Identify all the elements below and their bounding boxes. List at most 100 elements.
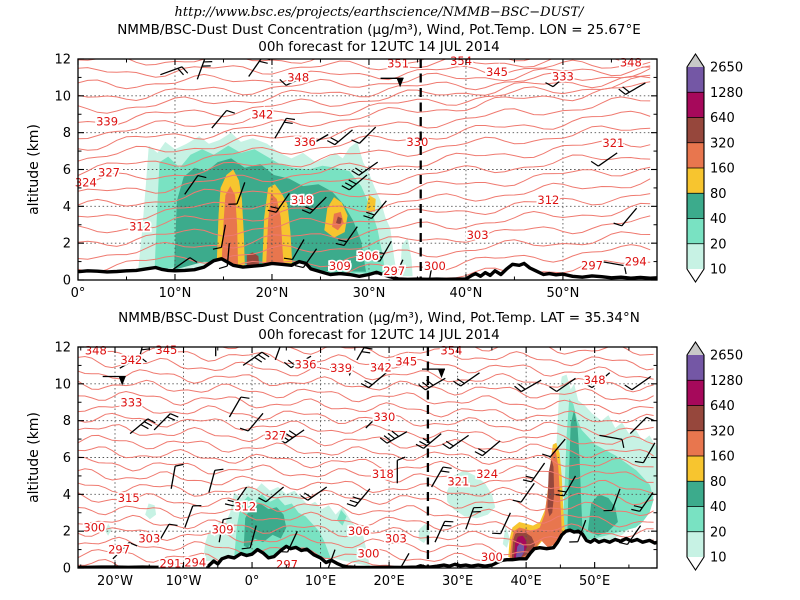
x-tick-label: 30°E (442, 574, 473, 589)
pot-temp-label-294K: 294 (625, 255, 647, 269)
panel2-title: NMMB/BSC-Dust Dust Concentration (μg/m³)… (118, 310, 640, 326)
colorbar-segment (687, 355, 704, 381)
pot-temp-contour-351K (78, 59, 651, 78)
wind-barb (279, 75, 308, 86)
pot-temp-label-300K: 300 (481, 550, 503, 564)
wind-barb (224, 486, 248, 507)
colorbar-tick-label: 1280 (710, 86, 743, 101)
x-tick-label: 50°N (547, 286, 580, 301)
pot-temp-contour-315K (78, 166, 651, 221)
pot-temp-label-306K: 306 (357, 249, 379, 263)
colorbar: 10 20 40 80 160 320 640 1280 2650 (686, 52, 743, 284)
dust-fill-40-ugm3 (243, 503, 287, 548)
pot-temp-label-297K: 297 (383, 264, 405, 278)
x-tick-label: 10°N (159, 286, 192, 301)
wind-barb (365, 411, 391, 429)
pot-temp-label-312K: 312 (129, 220, 151, 234)
y-tick-label: 6 (63, 163, 71, 178)
wind-barb (418, 377, 446, 391)
x-tick-label: 40°N (450, 286, 483, 301)
colorbar-tick-label: 2650 (710, 61, 743, 76)
pot-temp-label-339K: 339 (96, 115, 118, 129)
y-tick-label: 8 (63, 126, 71, 141)
y-axis-title: altitude (km) (26, 412, 42, 503)
pot-temp-label-303K: 303 (467, 228, 489, 242)
y-tick-label: 12 (54, 341, 71, 356)
pot-temp-contour-324K (78, 434, 654, 468)
pot-temp-contour-342K (78, 369, 654, 402)
wind-barb (112, 541, 138, 560)
wind-barb-pennant (438, 369, 445, 379)
pot-temp-label-297K: 297 (276, 557, 298, 571)
y-tick-label: 2 (63, 237, 71, 252)
pot-temp-contour-291K (78, 558, 198, 568)
wind-barb (555, 475, 577, 497)
wind-barb (351, 161, 379, 176)
colorbar-tick-label: 160 (710, 450, 735, 465)
pot-temp-contour-297K (232, 244, 651, 280)
pot-temp-label-333K: 333 (552, 70, 574, 84)
colorbar-tick-label: 40 (710, 212, 727, 227)
wind-barb (514, 379, 542, 393)
source-url: http://www.bsc.es/projects/earthscience/… (174, 5, 584, 20)
pot-temp-contour-342K (78, 68, 651, 114)
wind-barb (208, 468, 224, 493)
y-tick-label: 8 (63, 414, 71, 429)
wind-barb (138, 347, 151, 360)
pot-temp-contour-318K (78, 456, 654, 495)
colorbar-segment (687, 531, 704, 557)
wind-barb (549, 377, 576, 393)
pot-temp-label-312K: 312 (537, 193, 559, 207)
pot-temp-label-309K: 309 (329, 259, 351, 273)
x-tick-label: 50°E (579, 574, 610, 589)
wind-barb (119, 356, 147, 369)
wind-barb (427, 265, 433, 280)
wind-barb (228, 182, 246, 205)
pot-temp-contour-339K (78, 379, 654, 415)
pot-temp-label-345K: 345 (486, 65, 508, 79)
pot-temp-label-345K: 345 (395, 355, 417, 369)
wind-barb (102, 375, 126, 386)
wind-barb (330, 366, 354, 377)
wind-barb (584, 372, 611, 389)
terrain-profile (78, 528, 657, 568)
x-tick-label: 40°E (510, 574, 541, 589)
pot-temp-contour-312K (78, 482, 654, 517)
wind-barb (211, 109, 235, 129)
pot-temp-contour-330K (78, 412, 654, 445)
colorbar-under-arrow (687, 269, 704, 282)
pot-temp-label-324K: 324 (75, 175, 97, 189)
pot-temp-label-318K: 318 (372, 467, 394, 481)
pot-temp-label-327K: 327 (264, 428, 286, 442)
wind-barb-pennant (118, 376, 126, 386)
pot-temp-label-348K: 348 (584, 373, 606, 387)
colorbar-segment (687, 243, 704, 269)
pot-temp-label-354K: 354 (450, 54, 472, 68)
colorbar-tick-label: 320 (710, 136, 735, 151)
colorbar-tick-label: 160 (710, 162, 735, 177)
colorbar-tick-label: 20 (710, 525, 727, 540)
dust-fill-320-ugm3 (547, 459, 555, 517)
colorbar-outline (686, 52, 705, 284)
wind-barb (415, 433, 442, 449)
wind-barb (153, 413, 179, 431)
wind-barb (301, 133, 329, 147)
wind-barb (184, 174, 207, 195)
pot-temp-contour-294K (364, 259, 651, 280)
pot-temp-contour-345K (78, 355, 654, 393)
wind-barb (239, 412, 264, 432)
wind-barb (396, 552, 410, 568)
pot-temp-label-309K: 309 (212, 522, 234, 536)
x-tick-label: 20°N (256, 286, 289, 301)
wind-barb (351, 126, 377, 144)
pot-temp-contour-336K (78, 75, 651, 140)
pot-temp-label-312K: 312 (234, 499, 256, 513)
colorbar-over-arrow (687, 54, 704, 67)
wind-barb (631, 492, 654, 512)
pot-temp-contour-354K (78, 59, 533, 66)
wind-barb (167, 347, 173, 355)
wind-barb (512, 482, 535, 503)
dust-fill-10-ugm3 (400, 237, 413, 277)
wind-barb (371, 240, 392, 262)
